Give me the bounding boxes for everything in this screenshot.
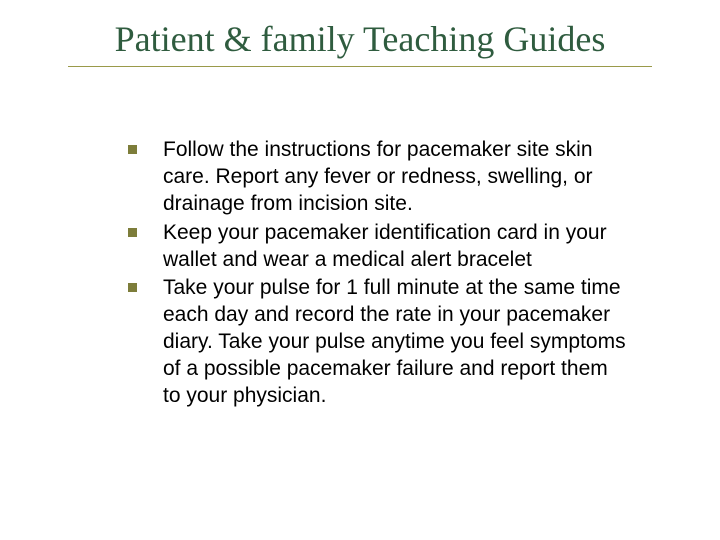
list-item-text: Keep your pacemaker identification card … xyxy=(163,220,630,274)
list-item: Take your pulse for 1 full minute at the… xyxy=(128,275,630,409)
square-bullet-icon xyxy=(128,283,137,292)
list-item-text: Follow the instructions for pacemaker si… xyxy=(163,137,630,218)
list-item-text: Take your pulse for 1 full minute at the… xyxy=(163,275,630,409)
title-underline: Patient & family Teaching Guides xyxy=(68,18,652,67)
square-bullet-icon xyxy=(128,145,137,154)
list-item: Follow the instructions for pacemaker si… xyxy=(128,137,630,218)
bullet-list: Follow the instructions for pacemaker si… xyxy=(40,137,680,410)
slide: Patient & family Teaching Guides Follow … xyxy=(0,0,720,540)
list-item: Keep your pacemaker identification card … xyxy=(128,220,630,274)
square-bullet-icon xyxy=(128,228,137,237)
slide-title: Patient & family Teaching Guides xyxy=(68,18,652,60)
